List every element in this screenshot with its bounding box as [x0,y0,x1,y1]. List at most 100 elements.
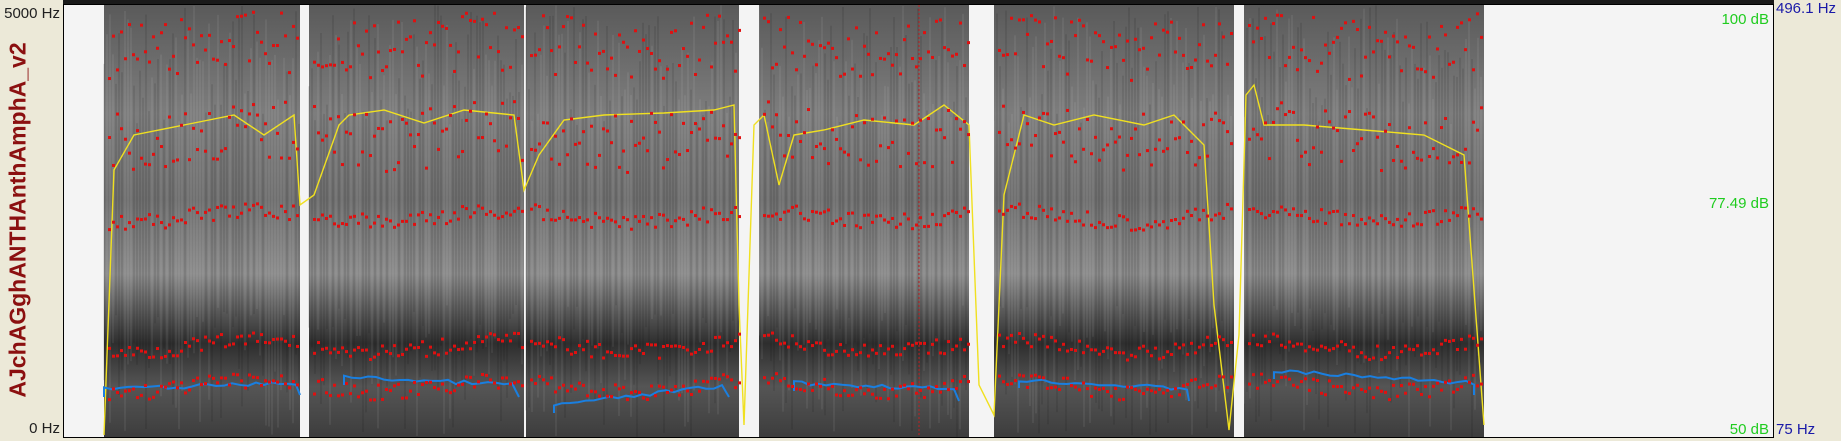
formant-point [907,217,910,221]
formant-point [899,353,902,357]
formant-point [385,349,388,353]
formant-point [839,394,842,398]
formant-point [1328,348,1331,352]
formant-point [1316,348,1319,352]
formant-point [1146,67,1149,71]
formant-point [1130,386,1133,390]
formant-point [1416,156,1419,160]
formant-point [1396,356,1399,360]
spectrogram-panel[interactable]: 100 dB 77.49 dB 50 dB [63,4,1774,438]
formant-point [1186,209,1189,213]
formant-point [393,47,396,51]
formant-point [160,221,163,225]
formant-point [333,347,336,351]
formant-point [433,121,436,125]
formant-point [1010,382,1013,386]
formant-point [1226,202,1229,206]
formant-point [827,162,830,166]
formant-point [1404,166,1407,170]
formant-point [1002,212,1005,216]
formant-points [108,10,1483,402]
formant-point [333,150,336,154]
formant-point [264,379,267,383]
formant-point [1440,126,1443,130]
formant-point [622,385,625,389]
formant-point [1312,220,1315,224]
formant-point [582,348,585,352]
formant-point [795,204,798,208]
formant-point [1460,21,1463,25]
formant-point [955,52,958,56]
formant-point [951,54,954,58]
formant-point [1424,351,1427,355]
formant-point [1404,391,1407,395]
formant-point [248,334,251,338]
formant-point [1408,126,1411,130]
formant-point [212,218,215,222]
formant-point [714,376,717,380]
formant-point [1368,25,1371,29]
time-ruler-strip[interactable] [63,0,1774,4]
formant-point [610,394,613,398]
formant-point [136,129,139,133]
formant-point [284,34,287,38]
formant-point [538,341,541,345]
formant-point [1070,347,1073,351]
formant-point [610,141,613,145]
formant-point [224,147,227,151]
formant-point [1046,386,1049,390]
formant-point [1154,147,1157,151]
formant-point [1276,107,1279,111]
formant-point [570,384,573,388]
formant-point [1226,130,1229,134]
formant-point [1404,218,1407,222]
formant-point [658,59,661,63]
formant-point [481,136,484,140]
formant-point [895,353,898,357]
formant-point [1280,14,1283,18]
formant-point [1074,34,1077,38]
formant-point [1260,36,1263,40]
formant-point [1138,227,1141,231]
formant-point [642,214,645,218]
formant-point [855,353,858,357]
formant-point [409,133,412,137]
formant-point [630,119,633,123]
formant-point [1078,339,1081,343]
formant-point [164,385,167,389]
formant-point [1400,159,1403,163]
formant-point [1296,385,1299,389]
formant-point [1264,16,1267,20]
formant-point [373,134,376,138]
formant-point [224,62,227,66]
formant-point [706,138,709,142]
formant-point [851,211,854,215]
formant-point [1118,214,1121,218]
formant-point [1292,344,1295,348]
formant-point [574,351,577,355]
formant-point [1476,343,1479,347]
pitch-min-label: 75 Hz [1776,421,1816,438]
formant-point [891,216,894,220]
formant-point [200,383,203,387]
formant-point [1062,342,1065,346]
formant-point [1456,153,1459,157]
formant-point [1380,389,1383,393]
formant-point [542,14,545,18]
formant-point [256,202,259,206]
formant-point [771,214,774,218]
formant-point [128,23,131,27]
spectrogram-canvas[interactable] [64,5,1774,438]
formant-point [935,128,938,132]
formant-point [1170,353,1173,357]
formant-point [1174,218,1177,222]
formant-point [240,14,243,18]
formant-point [771,331,774,335]
formant-point [1392,158,1395,162]
formant-point [232,342,235,346]
formant-point [1018,202,1021,206]
formant-point [923,341,926,345]
formant-point [1316,69,1319,73]
formant-point [1038,204,1041,208]
formant-point [1280,205,1283,209]
